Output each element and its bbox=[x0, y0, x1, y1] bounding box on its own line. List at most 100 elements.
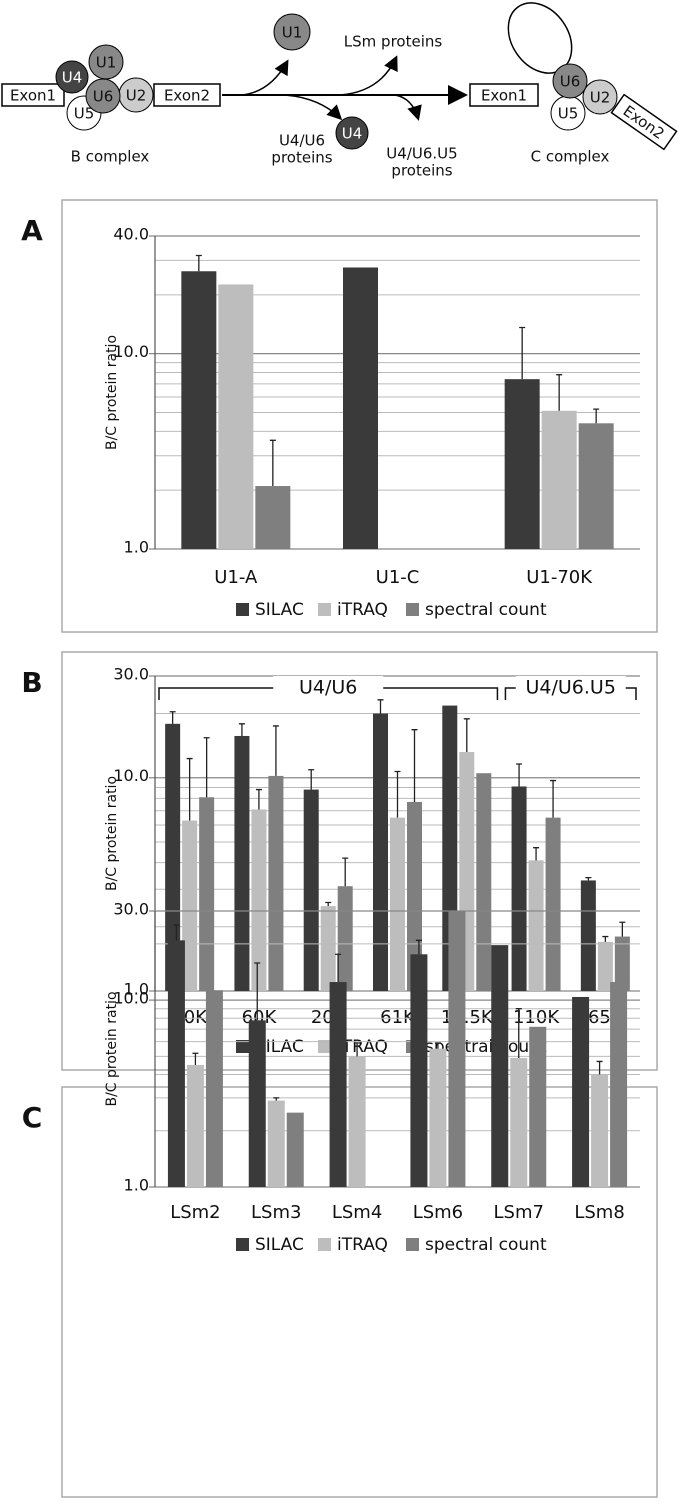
bar bbox=[186, 1064, 204, 1187]
y-tick-label: 10.0 bbox=[113, 766, 149, 785]
exon-box bbox=[469, 83, 539, 107]
error-bar bbox=[192, 1052, 199, 1065]
error-bar bbox=[556, 374, 563, 411]
release-arrow bbox=[241, 59, 289, 96]
panel-label: C bbox=[22, 1101, 43, 1134]
bar bbox=[528, 860, 544, 991]
error-bar bbox=[619, 921, 626, 937]
bar bbox=[476, 773, 492, 991]
bar bbox=[329, 982, 347, 1187]
y-axis-label: B/C protein ratio bbox=[104, 991, 120, 1106]
error-bar bbox=[269, 439, 276, 487]
bar bbox=[337, 886, 353, 991]
legend-swatch bbox=[406, 1238, 419, 1251]
legend-swatch bbox=[236, 1040, 249, 1053]
bar bbox=[181, 271, 217, 549]
complex-label: B complex bbox=[71, 148, 150, 166]
bracket-label: U4/U6 bbox=[299, 677, 357, 699]
bar bbox=[199, 797, 215, 991]
error-bar bbox=[515, 1008, 522, 1059]
bar bbox=[448, 911, 466, 1187]
bracket-label-bg bbox=[515, 676, 626, 698]
error-bar bbox=[325, 901, 332, 907]
legend-swatch bbox=[318, 1040, 331, 1053]
bar bbox=[348, 1056, 366, 1187]
bar bbox=[491, 945, 509, 1187]
bar bbox=[320, 906, 336, 991]
exon-box bbox=[1, 83, 65, 107]
legend-label: spectral count bbox=[425, 1235, 547, 1255]
y-tick-label: 40.0 bbox=[113, 225, 149, 244]
diagram: Exon1 Exon2 U1 U2 U4 U5 U6 B complex U1 … bbox=[1, 2, 678, 180]
legend-label: spectral count bbox=[425, 600, 547, 620]
bar bbox=[286, 1112, 304, 1187]
bar bbox=[268, 775, 284, 991]
x-tick-label: U1-C bbox=[376, 567, 420, 588]
x-tick-label: LSm3 bbox=[251, 1202, 301, 1223]
legend-label: iTRAQ bbox=[337, 600, 388, 620]
bar bbox=[267, 1100, 285, 1187]
error-bar bbox=[411, 729, 418, 802]
legend-label: iTRAQ bbox=[337, 1235, 388, 1255]
legend-label: SILAC bbox=[255, 1235, 304, 1255]
error-bar bbox=[273, 1097, 280, 1101]
snrnp-label: U2 bbox=[126, 87, 147, 105]
release-arrow bbox=[339, 55, 398, 96]
error-bar bbox=[596, 1060, 603, 1075]
snrnp-label: U6 bbox=[93, 88, 114, 106]
snrnp bbox=[335, 116, 369, 150]
bar bbox=[303, 789, 319, 991]
snrnp bbox=[85, 78, 121, 114]
error-bar bbox=[186, 757, 193, 821]
legend-swatch bbox=[318, 603, 331, 616]
snrnp-label: U5 bbox=[74, 105, 95, 123]
error-bar bbox=[354, 1042, 361, 1057]
error-bar bbox=[434, 1042, 441, 1049]
snrnp-label: U5 bbox=[558, 105, 579, 123]
bar bbox=[504, 379, 540, 549]
bar bbox=[580, 880, 596, 991]
error-bar bbox=[377, 699, 384, 714]
released-label: proteins bbox=[391, 162, 452, 180]
y-axis-label: B/C protein ratio bbox=[104, 335, 120, 450]
bar bbox=[182, 820, 198, 991]
bar bbox=[529, 1026, 547, 1187]
error-bar bbox=[394, 770, 401, 818]
y-axis-label: B/C protein ratio bbox=[104, 776, 120, 891]
bar bbox=[205, 990, 223, 1187]
panel-frame bbox=[61, 199, 658, 633]
release-arrow bbox=[394, 94, 422, 121]
release-arrow bbox=[284, 94, 343, 121]
x-tick-label: U1-70K bbox=[526, 567, 593, 588]
bracket-label: U4/U6.U5 bbox=[525, 677, 615, 699]
bar bbox=[614, 936, 630, 991]
bar bbox=[165, 723, 181, 991]
bar bbox=[429, 1048, 447, 1187]
error-bar bbox=[519, 326, 526, 380]
error-bar bbox=[255, 788, 262, 810]
legend-swatch bbox=[406, 603, 419, 616]
error-bar bbox=[516, 763, 523, 787]
complex-label: C complex bbox=[531, 148, 610, 166]
y-tick-label: 1.0 bbox=[124, 980, 149, 999]
bar bbox=[591, 1074, 609, 1187]
error-bar bbox=[203, 737, 210, 798]
bar bbox=[248, 1020, 266, 1187]
bar bbox=[234, 735, 250, 991]
legend-swatch bbox=[236, 1238, 249, 1251]
x-tick-label: U1-A bbox=[214, 567, 258, 588]
error-bar bbox=[585, 877, 592, 881]
bar bbox=[373, 713, 388, 991]
error-bar bbox=[254, 962, 261, 1021]
bar bbox=[167, 940, 185, 1187]
bar bbox=[255, 486, 291, 549]
y-tick-label: 30.0 bbox=[113, 900, 149, 919]
error-bar bbox=[463, 718, 470, 753]
legend-swatch bbox=[236, 603, 249, 616]
x-tick-label: LSm6 bbox=[413, 1202, 463, 1223]
error-bar bbox=[550, 779, 557, 818]
x-tick-label: LSm7 bbox=[494, 1202, 544, 1223]
bar bbox=[597, 941, 613, 991]
bar bbox=[218, 284, 254, 549]
